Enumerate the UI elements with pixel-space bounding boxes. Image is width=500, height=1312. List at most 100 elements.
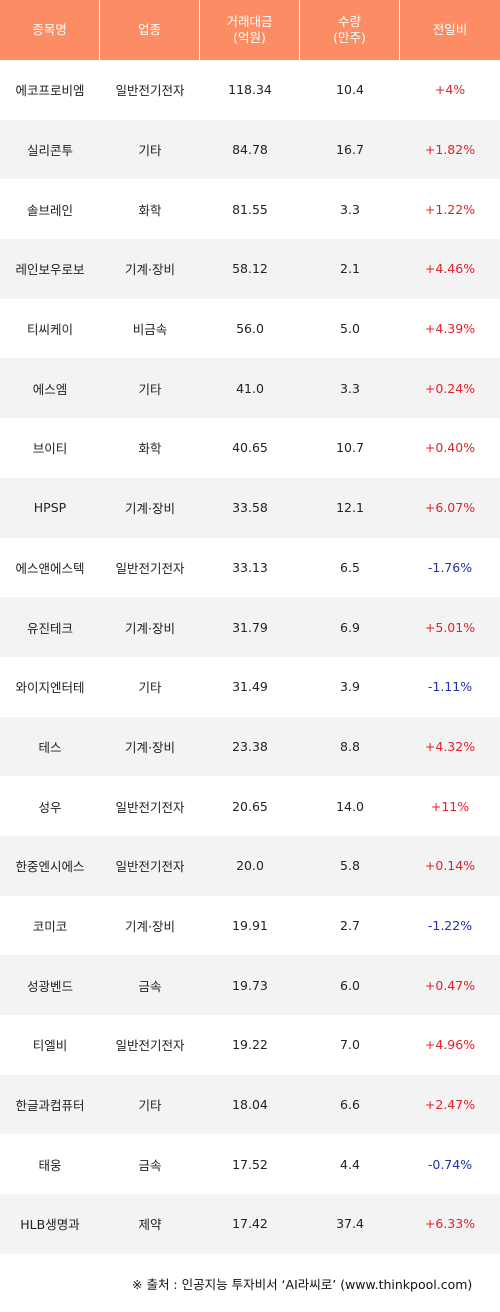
- stock-sector: 기계·장비: [125, 262, 175, 278]
- stock-name: 에코프로비엠: [15, 83, 85, 99]
- stock-sector: 기계·장비: [125, 620, 175, 636]
- stock-sector: 일반전기전자: [115, 799, 185, 815]
- stock-sector: 화학: [138, 202, 162, 218]
- table-row: 티엘비 일반전기전자 19.22 7.0 +4.96%: [0, 1015, 500, 1075]
- table-header: 종목명 업종 거래대금 (억원) 수량 (만주) 전일비: [0, 0, 500, 60]
- trade-amount: 33.58: [232, 500, 268, 516]
- header-change: 전일비: [432, 22, 468, 37]
- stock-name: 유진테크: [26, 620, 73, 636]
- stock-name: 실리콘투: [26, 143, 73, 159]
- table-row: HLB생명과 제약 17.42 37.4 +6.33%: [0, 1194, 500, 1254]
- table-row: 코미코 기계·장비 19.91 2.7 -1.22%: [0, 895, 500, 956]
- price-change: -1.76%: [427, 559, 473, 575]
- stock-name: 한중엔시에스: [15, 859, 85, 875]
- trade-amount: 41.0: [236, 380, 264, 396]
- trade-amount: 58.12: [232, 261, 268, 277]
- header-amount: 거래대금 (억원): [200, 0, 300, 60]
- table-row: 성광벤드 금속 19.73 6.0 +0.47%: [0, 955, 500, 1015]
- stock-name: 레인보우로보: [15, 262, 85, 278]
- table-row: 티씨케이 비금속 56.0 5.0 +4.39%: [0, 298, 500, 359]
- trade-volume: 6.0: [340, 977, 360, 993]
- price-change: +2.47%: [424, 1097, 476, 1113]
- trade-volume: 2.1: [340, 261, 360, 277]
- trade-volume: 6.5: [340, 559, 360, 575]
- stock-name: 테스: [38, 739, 62, 755]
- trade-amount: 19.91: [232, 917, 268, 933]
- trade-volume: 3.9: [340, 679, 360, 695]
- stock-sector: 기타: [138, 143, 162, 159]
- table-row: 솔브레인 화학 81.55 3.3 +1.22%: [0, 179, 500, 240]
- trade-volume: 10.7: [336, 440, 364, 456]
- stock-name: HLB생명과: [20, 1217, 80, 1233]
- table-row: 한글과컴퓨터 기타 18.04 6.6 +2.47%: [0, 1074, 500, 1135]
- stock-name: 와이지엔터테: [15, 680, 85, 696]
- trade-amount: 19.73: [232, 977, 268, 993]
- trade-amount: 40.65: [232, 440, 268, 456]
- trade-volume: 6.9: [340, 619, 360, 635]
- price-change: +6.33%: [424, 1216, 476, 1232]
- stock-sector: 기타: [138, 680, 162, 696]
- trade-amount: 19.22: [232, 1037, 268, 1053]
- price-change: -1.11%: [427, 679, 473, 695]
- stock-sector: 금속: [138, 1157, 162, 1173]
- header-volume-line2: (만주): [333, 30, 366, 45]
- stock-sector: 기계·장비: [125, 501, 175, 517]
- table-row: 와이지엔터테 기타 31.49 3.9 -1.11%: [0, 656, 500, 717]
- stock-sector: 비금속: [132, 322, 168, 338]
- table-row: 성우 일반전기전자 20.65 14.0 +11%: [0, 776, 500, 836]
- price-change: +4.32%: [424, 738, 476, 754]
- stock-name: 티씨케이: [26, 322, 73, 338]
- header-amount-line1: 거래대금: [226, 14, 273, 29]
- table-row: 한중엔시에스 일반전기전자 20.0 5.8 +0.14%: [0, 835, 500, 896]
- trade-amount: 18.04: [232, 1097, 268, 1113]
- trade-volume: 6.6: [340, 1097, 360, 1113]
- trade-amount: 17.52: [232, 1156, 268, 1172]
- header-volume: 수량 (만주): [300, 0, 400, 60]
- stock-sector: 기타: [138, 1098, 162, 1114]
- stock-name: 성광벤드: [26, 978, 73, 994]
- trade-volume: 2.7: [340, 917, 360, 933]
- price-change: +4%: [434, 82, 466, 98]
- stock-sector: 금속: [138, 978, 162, 994]
- price-change: +1.22%: [424, 201, 476, 217]
- table-row: 유진테크 기계·장비 31.79 6.9 +5.01%: [0, 597, 500, 657]
- price-change: +4.46%: [424, 261, 476, 277]
- header-sector: 업종: [100, 0, 200, 60]
- price-change: +4.39%: [424, 321, 476, 337]
- price-change: +0.40%: [424, 440, 476, 456]
- trade-amount: 31.49: [232, 679, 268, 695]
- stock-name: 한글과컴퓨터: [15, 1098, 85, 1114]
- stock-sector: 일반전기전자: [115, 83, 185, 99]
- trade-volume: 5.0: [340, 321, 360, 337]
- table-row: 태웅 금속 17.52 4.4 -0.74%: [0, 1134, 500, 1195]
- table-row: 테스 기계·장비 23.38 8.8 +4.32%: [0, 716, 500, 777]
- stock-sector: 기타: [138, 381, 162, 397]
- stock-name: HPSP: [33, 500, 67, 516]
- price-change: +6.07%: [424, 500, 476, 516]
- trade-amount: 17.42: [232, 1216, 268, 1232]
- trade-amount: 118.34: [228, 82, 272, 98]
- stock-name: 에스앤에스텍: [15, 560, 85, 576]
- stock-sector: 일반전기전자: [115, 859, 185, 875]
- table-row: 실리콘투 기타 84.78 16.7 +1.82%: [0, 119, 500, 180]
- price-change: +5.01%: [424, 619, 476, 635]
- trade-volume: 14.0: [336, 798, 364, 814]
- price-change: +1.82%: [424, 142, 476, 158]
- table-row: 레인보우로보 기계·장비 58.12 2.1 +4.46%: [0, 239, 500, 299]
- stock-name: 에스엠: [32, 381, 68, 397]
- stock-name: 성우: [38, 799, 62, 815]
- stock-sector: 일반전기전자: [115, 560, 185, 576]
- trade-volume: 4.4: [340, 1156, 360, 1172]
- header-volume-line1: 수량: [337, 14, 361, 29]
- trade-volume: 37.4: [336, 1216, 364, 1232]
- stock-name: 코미코: [32, 918, 68, 934]
- stock-name: 티엘비: [32, 1038, 68, 1054]
- trade-amount: 20.0: [236, 858, 264, 874]
- stock-sector: 화학: [138, 441, 162, 457]
- trade-amount: 23.38: [232, 738, 268, 754]
- header-amount-line2: (억원): [233, 30, 266, 45]
- trade-volume: 10.4: [336, 82, 364, 98]
- price-change: +0.24%: [424, 380, 476, 396]
- stock-name: 브이티: [32, 441, 68, 457]
- trade-amount: 20.65: [232, 798, 268, 814]
